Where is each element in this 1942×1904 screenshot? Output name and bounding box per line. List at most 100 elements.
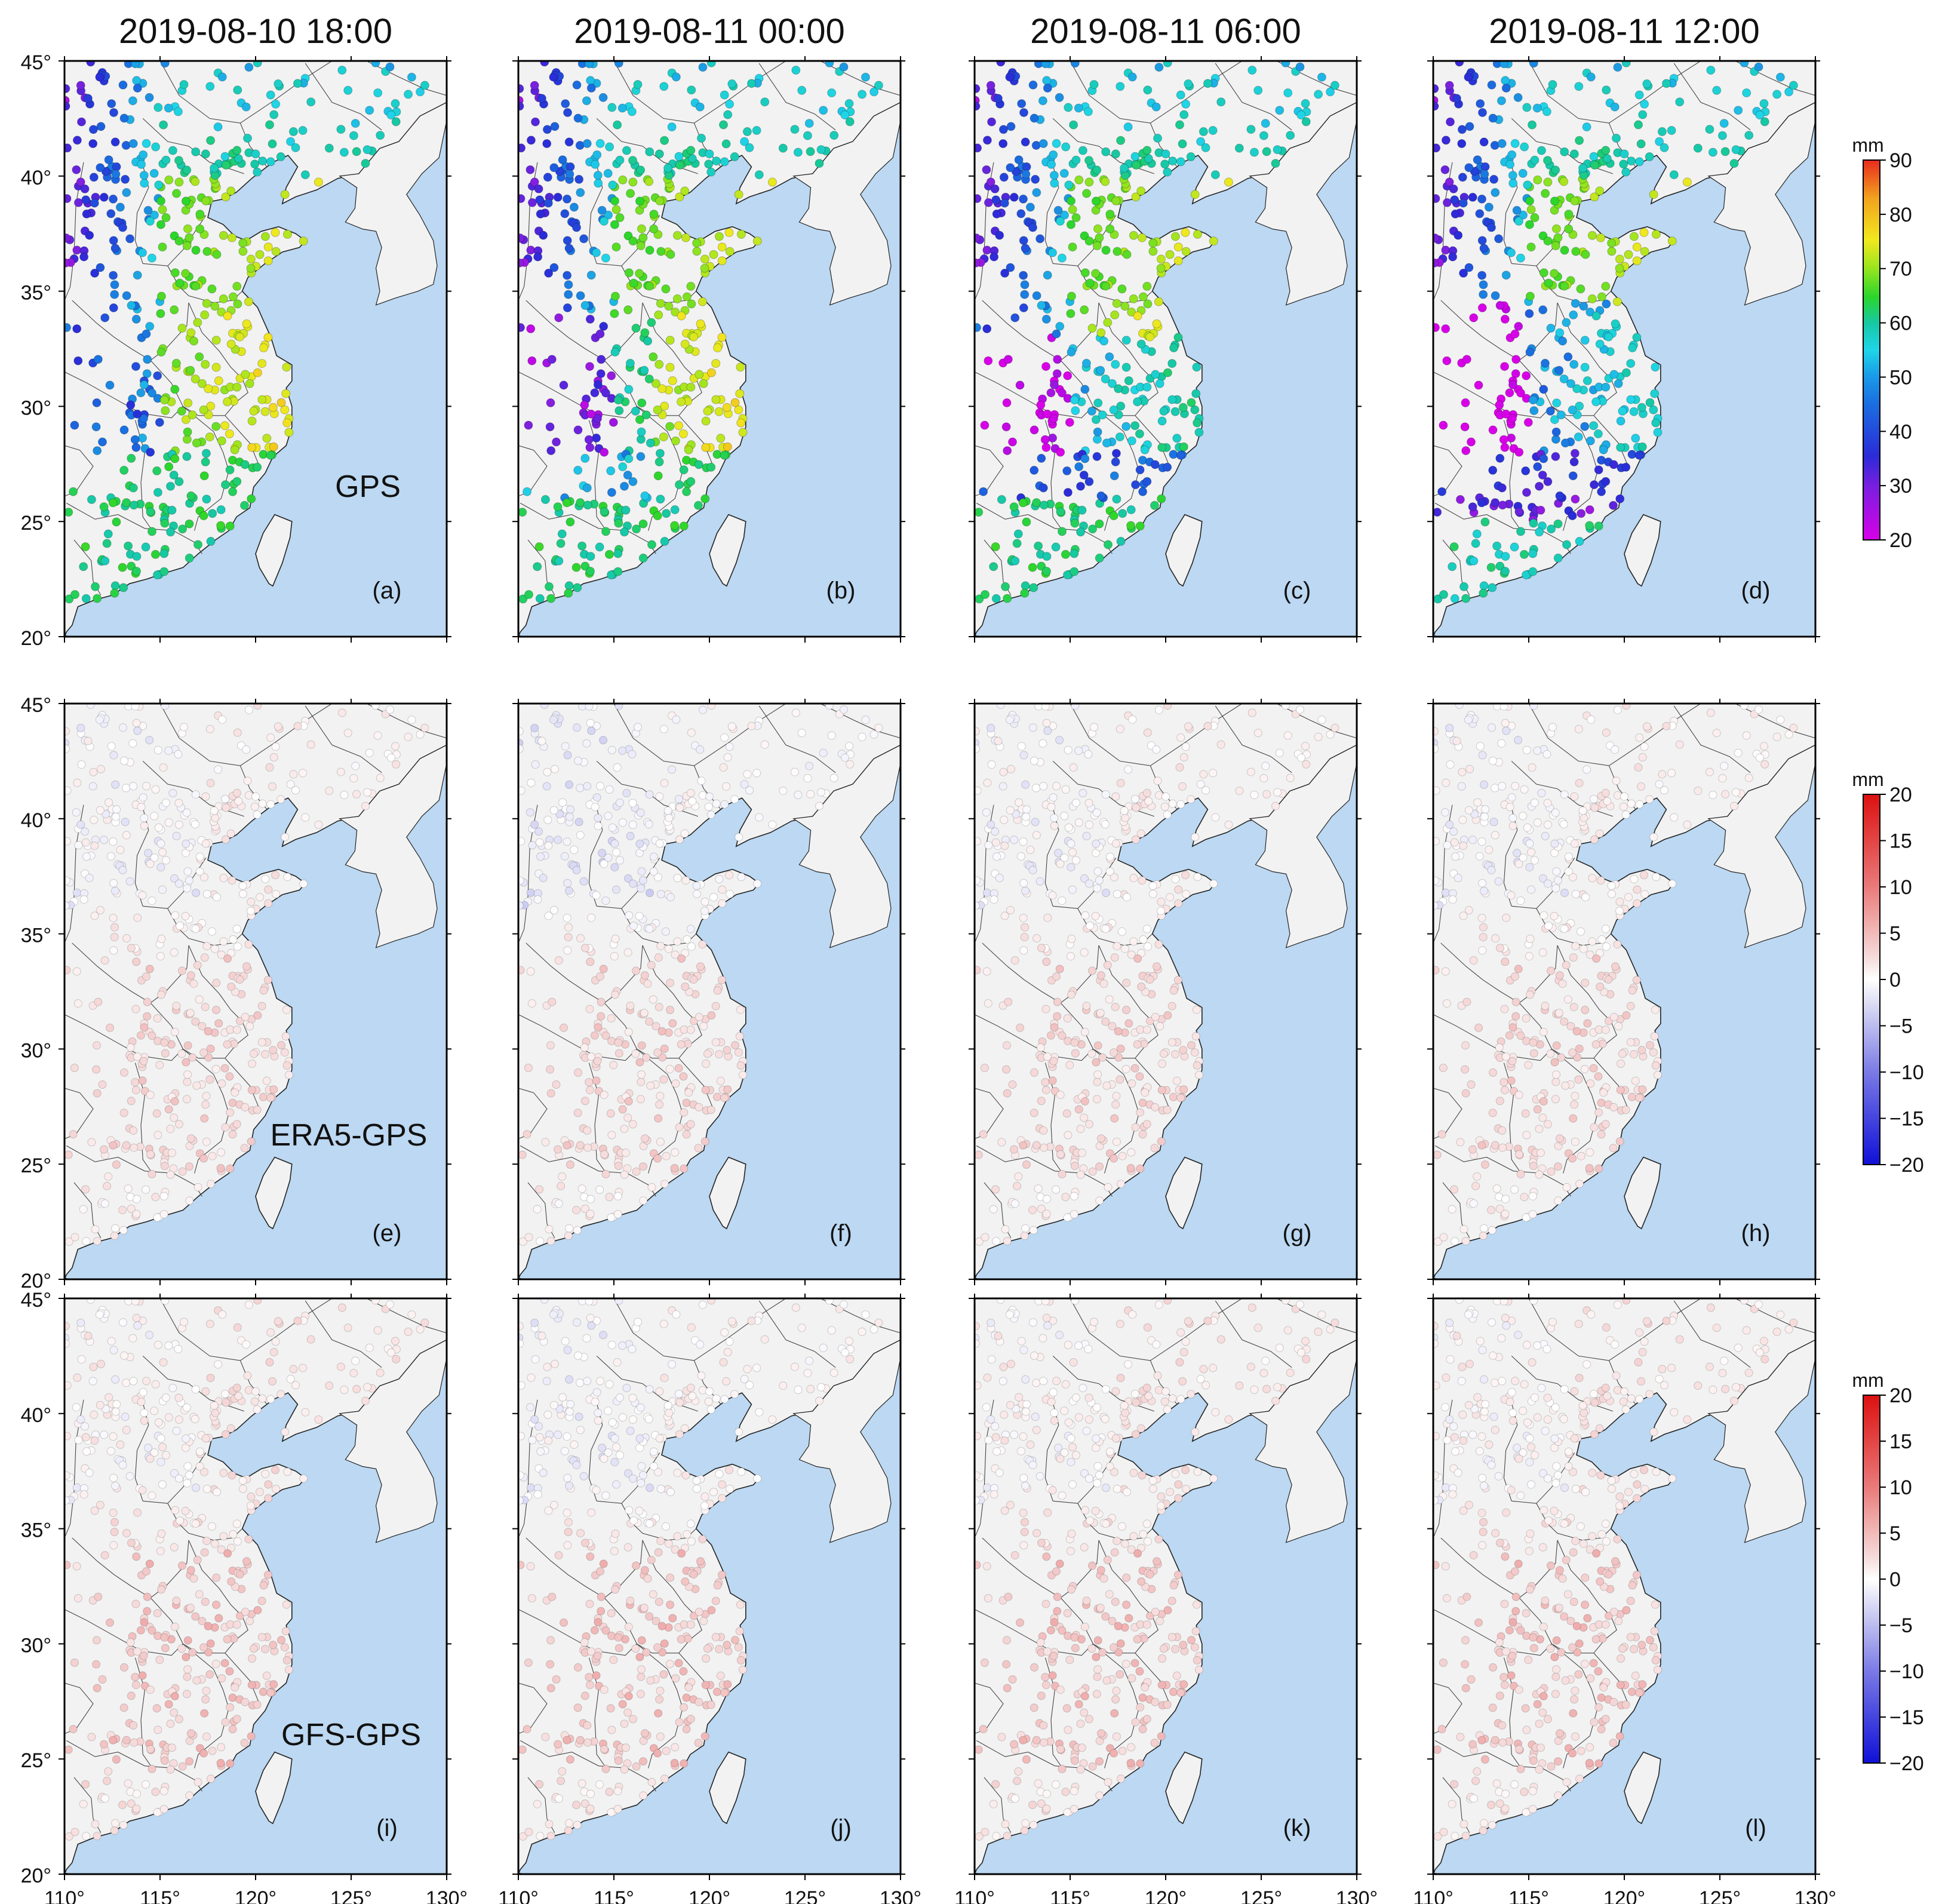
station-marker <box>1070 518 1080 528</box>
station-marker <box>1032 188 1041 197</box>
station-marker <box>1530 799 1539 807</box>
station-marker <box>1127 1148 1136 1157</box>
province-border <box>143 858 207 909</box>
station-marker <box>1070 61 1080 68</box>
station-marker <box>155 1656 164 1665</box>
station-marker <box>89 1362 98 1371</box>
station-marker <box>535 594 545 603</box>
station-marker <box>175 278 185 288</box>
station-marker <box>1103 961 1112 969</box>
station-marker <box>127 944 136 953</box>
station-marker <box>1640 890 1649 899</box>
station-marker <box>861 715 870 724</box>
station-marker <box>1511 1012 1520 1021</box>
station-marker <box>1500 1086 1509 1095</box>
station-marker <box>235 332 245 342</box>
station-marker <box>527 778 536 787</box>
station-marker <box>1602 154 1612 163</box>
station-marker <box>1631 1076 1640 1085</box>
station-marker <box>164 103 173 113</box>
station-marker <box>232 788 241 797</box>
station-marker <box>1461 1041 1470 1050</box>
station-marker <box>1609 370 1619 379</box>
station-marker <box>1006 163 1015 173</box>
station-marker <box>692 238 702 248</box>
station-marker <box>1590 803 1599 812</box>
station-marker <box>280 405 290 414</box>
station-marker <box>274 79 283 88</box>
station-marker <box>1080 1113 1089 1122</box>
taiwan-island <box>1624 1156 1661 1230</box>
station-marker <box>416 730 425 739</box>
station-marker <box>727 79 737 88</box>
province-border <box>143 215 207 266</box>
station-marker <box>404 90 413 99</box>
station-marker <box>554 836 563 844</box>
station-marker <box>1563 352 1573 361</box>
station-marker <box>206 1045 215 1053</box>
station-marker <box>635 1058 644 1067</box>
station-marker <box>153 745 162 754</box>
station-marker <box>1105 867 1114 876</box>
station-marker <box>594 821 603 830</box>
station-marker <box>592 150 602 159</box>
station-marker <box>1571 495 1580 504</box>
station-marker <box>586 271 596 280</box>
station-marker <box>768 820 777 829</box>
station-marker <box>1157 494 1166 503</box>
station-marker <box>1178 139 1187 149</box>
station-marker <box>1210 170 1220 180</box>
station-marker <box>720 90 729 100</box>
station-marker <box>565 886 573 895</box>
station-marker <box>96 1501 105 1509</box>
station-marker <box>610 291 620 301</box>
station-marker <box>1047 159 1056 169</box>
station-marker <box>1110 1154 1119 1163</box>
station-marker <box>990 184 1000 194</box>
station-marker <box>132 567 141 576</box>
station-marker <box>559 380 569 390</box>
station-marker <box>633 80 643 89</box>
station-marker <box>166 1719 175 1728</box>
station-marker <box>110 933 119 942</box>
station-marker <box>220 1659 229 1667</box>
station-marker <box>1131 480 1140 490</box>
station-marker <box>129 1721 138 1730</box>
station-marker <box>679 1072 688 1081</box>
station-marker <box>98 437 107 447</box>
station-marker <box>266 157 275 167</box>
station-marker <box>1603 797 1612 806</box>
station-marker <box>1091 415 1101 425</box>
station-marker <box>1467 1080 1476 1089</box>
station-marker <box>1118 1151 1127 1160</box>
station-marker <box>570 845 579 854</box>
station-marker <box>1117 1180 1125 1189</box>
station-marker <box>274 722 282 731</box>
station-marker <box>674 1064 683 1073</box>
station-marker <box>1092 241 1102 250</box>
station-marker <box>998 125 1008 134</box>
station-marker <box>1078 1148 1086 1157</box>
station-marker <box>201 839 210 848</box>
station-marker <box>180 723 188 732</box>
station-marker <box>1712 729 1721 738</box>
station-marker <box>1028 223 1037 232</box>
station-marker <box>986 81 995 90</box>
station-marker <box>1084 1120 1093 1129</box>
station-marker <box>1041 362 1050 371</box>
station-marker <box>1551 241 1560 250</box>
station-marker <box>585 443 595 452</box>
station-marker <box>1583 1019 1592 1028</box>
station-marker <box>195 224 205 234</box>
station-marker <box>289 770 298 779</box>
station-marker <box>1138 233 1147 242</box>
station-marker <box>585 61 594 69</box>
province-border <box>1076 945 1099 992</box>
station-marker <box>1317 715 1326 724</box>
station-marker <box>543 198 553 208</box>
station-marker <box>545 582 554 591</box>
province-border <box>1534 945 1558 992</box>
station-marker <box>207 1180 215 1189</box>
station-marker <box>1038 739 1047 748</box>
station-marker <box>1604 975 1613 984</box>
